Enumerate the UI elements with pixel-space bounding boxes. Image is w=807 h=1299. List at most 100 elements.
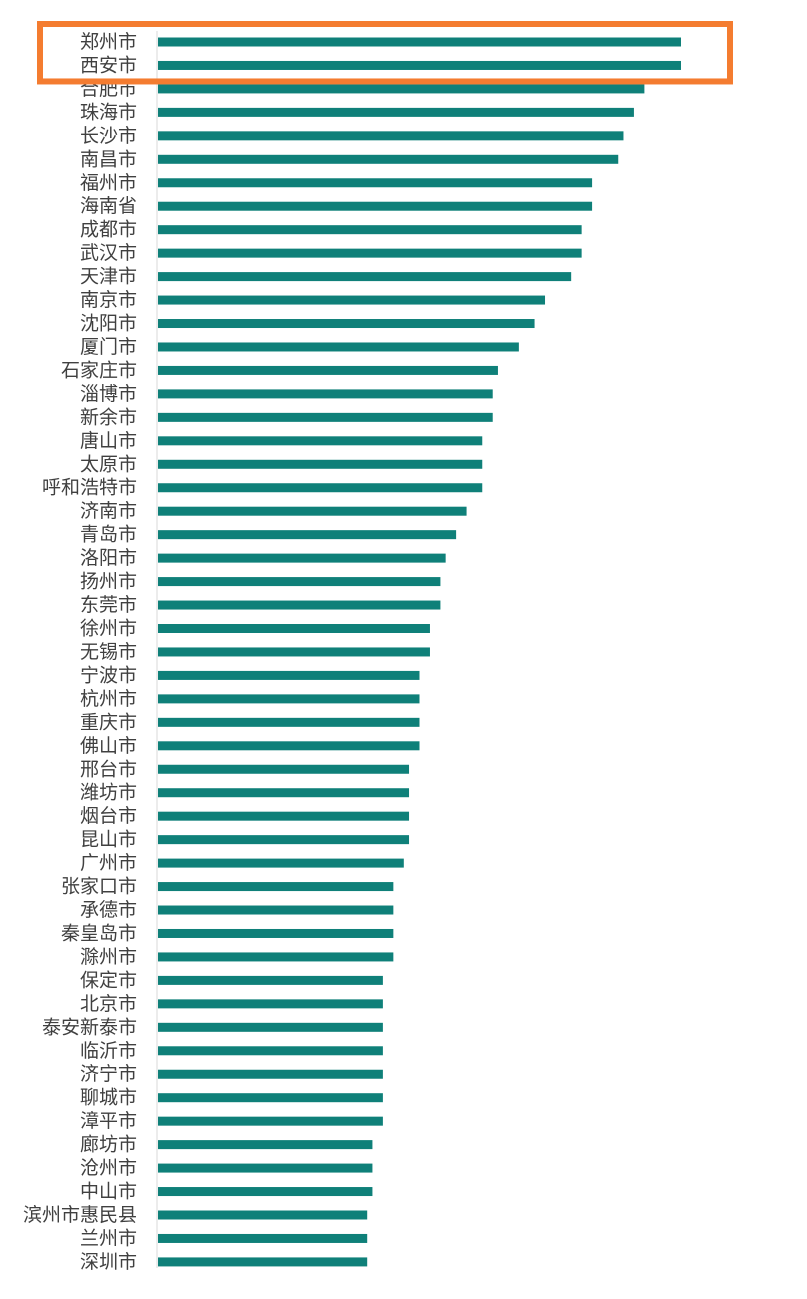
tick-label-category-0: 郑州市	[80, 31, 137, 53]
tick-label-category-48: 沧州市	[80, 1157, 137, 1179]
bar-category-50	[158, 1210, 368, 1220]
tick-label-category-11: 南京市	[80, 289, 137, 311]
tick-label-category-32: 潍坊市	[80, 782, 137, 804]
tick-label-category-25: 徐州市	[80, 618, 137, 640]
bar-category-39	[158, 952, 394, 962]
tick-label-category-46: 漳平市	[80, 1110, 137, 1132]
tick-label-category-52: 深圳市	[80, 1251, 137, 1273]
tick-label-category-34: 昆山市	[80, 829, 137, 851]
bar-category-48	[158, 1163, 373, 1173]
bar-category-13	[158, 342, 519, 352]
tick-label-category-51: 兰州市	[80, 1227, 137, 1249]
tick-label-category-49: 中山市	[80, 1181, 137, 1203]
bar-category-32	[158, 788, 410, 798]
bar-category-38	[158, 928, 394, 938]
bar-category-46	[158, 1116, 383, 1126]
bar-category-52	[158, 1257, 368, 1267]
tick-label-category-31: 邢台市	[80, 758, 137, 780]
tick-label-category-15: 淄博市	[80, 383, 137, 405]
tick-label-category-43: 临沂市	[80, 1040, 137, 1062]
tick-label-category-4: 长沙市	[80, 125, 137, 147]
bar-category-6	[158, 178, 593, 188]
tick-label-category-13: 厦门市	[80, 336, 137, 358]
tick-label-category-20: 济南市	[80, 500, 137, 522]
tick-label-category-8: 成都市	[80, 219, 137, 241]
bar-category-5	[158, 154, 619, 164]
bar-category-11	[158, 295, 546, 305]
tick-label-category-5: 南昌市	[80, 148, 137, 170]
bar-category-42	[158, 1022, 383, 1032]
tick-label-category-30: 佛山市	[80, 735, 137, 757]
tick-label-category-44: 济宁市	[80, 1063, 137, 1085]
bar-category-37	[158, 905, 394, 915]
bar-category-25	[158, 624, 430, 633]
bar-category-19	[158, 483, 483, 493]
tick-label-category-16: 新余市	[80, 406, 137, 428]
bar-category-23	[158, 577, 441, 587]
bar-category-49	[158, 1187, 373, 1197]
highlight-box	[37, 21, 733, 85]
tick-label-category-33: 烟台市	[80, 805, 137, 827]
bar-category-36	[158, 882, 394, 892]
bar-category-21	[158, 530, 457, 540]
bar-category-35	[158, 858, 404, 868]
tick-label-category-17: 唐山市	[80, 430, 137, 452]
bar-category-18	[158, 459, 483, 469]
tick-label-category-36: 张家口市	[61, 876, 137, 898]
bar-category-26	[158, 647, 430, 657]
tick-label-category-47: 廊坊市	[80, 1134, 137, 1156]
bar-category-33	[158, 811, 410, 821]
tick-label-category-6: 福州市	[80, 172, 137, 194]
bar-category-24	[158, 600, 441, 610]
bar-category-3	[158, 107, 634, 117]
tick-label-category-41: 北京市	[80, 993, 137, 1015]
bar-category-43	[158, 1046, 383, 1056]
bar-category-14	[158, 365, 498, 375]
bar-category-16	[158, 412, 493, 422]
tick-label-category-39: 滁州市	[80, 946, 137, 968]
bar-category-9	[158, 248, 582, 258]
bar-category-2	[158, 84, 645, 94]
tick-label-category-42: 泰安新泰市	[42, 1016, 137, 1038]
tick-label-category-19: 呼和浩特市	[42, 477, 137, 499]
bar-category-8	[158, 225, 582, 235]
bar-category-17	[158, 436, 483, 446]
tick-label-category-9: 武汉市	[80, 242, 137, 264]
bar-category-12	[158, 319, 535, 329]
tick-label-category-7: 海南省	[80, 195, 137, 217]
tick-label-category-29: 重庆市	[80, 711, 137, 733]
bar-category-40	[158, 975, 383, 985]
bar-category-0	[158, 37, 681, 47]
tick-label-category-10: 天津市	[80, 266, 137, 288]
tick-label-category-37: 承德市	[80, 899, 137, 921]
tick-label-category-40: 保定市	[80, 969, 137, 991]
tick-label-category-1: 西安市	[80, 54, 137, 76]
bar-category-51	[158, 1233, 368, 1243]
bar-category-7	[158, 201, 593, 211]
bar-category-41	[158, 999, 383, 1009]
bar-category-34	[158, 835, 410, 845]
bar-category-22	[158, 553, 446, 563]
tick-label-category-22: 洛阳市	[80, 547, 137, 569]
bar-category-30	[158, 741, 420, 751]
tick-label-category-35: 广州市	[80, 852, 137, 874]
bar-category-45	[158, 1093, 383, 1103]
bar-category-44	[158, 1069, 383, 1079]
tick-label-category-50: 滨州市惠民县	[23, 1204, 137, 1226]
tick-label-category-38: 秦皇岛市	[61, 922, 137, 944]
tick-label-category-27: 宁波市	[80, 664, 137, 686]
tick-label-category-18: 太原市	[80, 453, 137, 475]
bar-category-31	[158, 764, 410, 774]
bar-category-28	[158, 694, 420, 704]
tick-label-category-23: 扬州市	[80, 571, 137, 593]
tick-label-category-14: 石家庄市	[61, 359, 137, 381]
tick-label-category-3: 珠海市	[80, 101, 137, 123]
bar-category-27	[158, 670, 420, 680]
tick-label-category-24: 东莞市	[80, 594, 137, 616]
bar-category-47	[158, 1140, 373, 1150]
bar-category-20	[158, 506, 467, 516]
tick-label-category-28: 杭州市	[80, 688, 137, 710]
bar-category-29	[158, 717, 420, 727]
